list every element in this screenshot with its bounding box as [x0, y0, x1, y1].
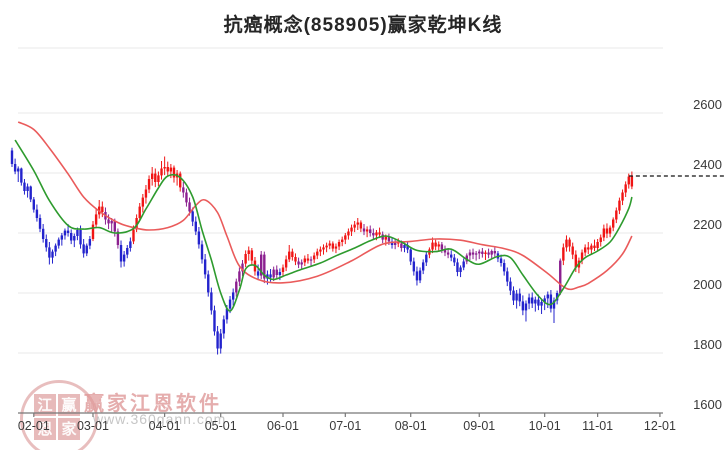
- svg-text:2400: 2400: [693, 157, 722, 172]
- seal-char: 江: [34, 394, 56, 416]
- svg-text:11-01: 11-01: [582, 419, 613, 433]
- seal-square: 江 赢 恩 家: [34, 394, 80, 440]
- svg-text:2600: 2600: [693, 97, 722, 112]
- seal-char: 赢: [58, 394, 80, 416]
- svg-text:02-01: 02-01: [18, 419, 50, 433]
- svg-text:07-01: 07-01: [329, 419, 361, 433]
- ma-slow-red-line: [17, 121, 633, 291]
- svg-text:2200: 2200: [693, 217, 722, 232]
- svg-text:06-01: 06-01: [267, 419, 299, 433]
- watermark-brand-text: 赢家江恩软件: [84, 393, 222, 415]
- svg-text:03-01: 03-01: [77, 419, 109, 433]
- page-title: 抗癌概念(858905)赢家乾坤K线: [223, 15, 503, 36]
- watermark-seal: 江 赢 恩 家: [20, 380, 98, 450]
- seal-char: 家: [58, 418, 80, 440]
- svg-text:1600: 1600: [693, 397, 722, 412]
- svg-text:10-01: 10-01: [529, 419, 561, 433]
- seal-char: 恩: [34, 418, 56, 440]
- svg-text:04-01: 04-01: [149, 419, 181, 433]
- svg-text:12-01: 12-01: [644, 419, 676, 433]
- svg-text:2000: 2000: [693, 277, 722, 292]
- svg-text:1800: 1800: [693, 337, 722, 352]
- svg-text:08-01: 08-01: [395, 419, 427, 433]
- svg-text:09-01: 09-01: [463, 419, 495, 433]
- svg-text:05-01: 05-01: [205, 419, 237, 433]
- ma-fast-green-line: [14, 139, 633, 312]
- watermark-url: www.360gann.com: [93, 411, 227, 427]
